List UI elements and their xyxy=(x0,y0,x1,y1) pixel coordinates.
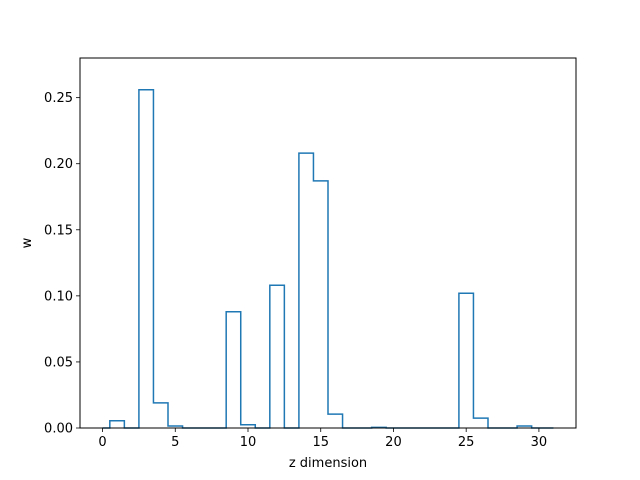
y-tick-label: 0.10 xyxy=(44,289,73,304)
y-tick-label: 0.00 xyxy=(44,422,73,437)
x-tick-label: 20 xyxy=(385,435,402,450)
y-axis-label: w xyxy=(20,237,35,248)
x-tick-label: 10 xyxy=(240,435,257,450)
x-tick-label: 25 xyxy=(458,435,475,450)
x-tick-label: 30 xyxy=(531,435,548,450)
y-tick-label: 0.15 xyxy=(44,223,73,238)
x-axis-ticks: 0 5 10 15 20 25 30 xyxy=(98,428,547,450)
y-axis-ticks: 0.00 0.05 0.10 0.15 0.20 0.25 xyxy=(44,91,80,437)
series-layer xyxy=(102,88,554,429)
plot-frame xyxy=(79,57,577,429)
x-tick-label: 5 xyxy=(171,435,179,450)
y-tick-label: 0.05 xyxy=(44,355,73,370)
x-tick-label: 0 xyxy=(98,435,106,450)
x-axis-label: z dimension xyxy=(289,456,367,471)
y-tick-label: 0.20 xyxy=(44,157,73,172)
x-tick-label: 15 xyxy=(312,435,329,450)
histogram-step-line-0 xyxy=(102,88,554,429)
y-tick-label: 0.25 xyxy=(44,91,73,106)
